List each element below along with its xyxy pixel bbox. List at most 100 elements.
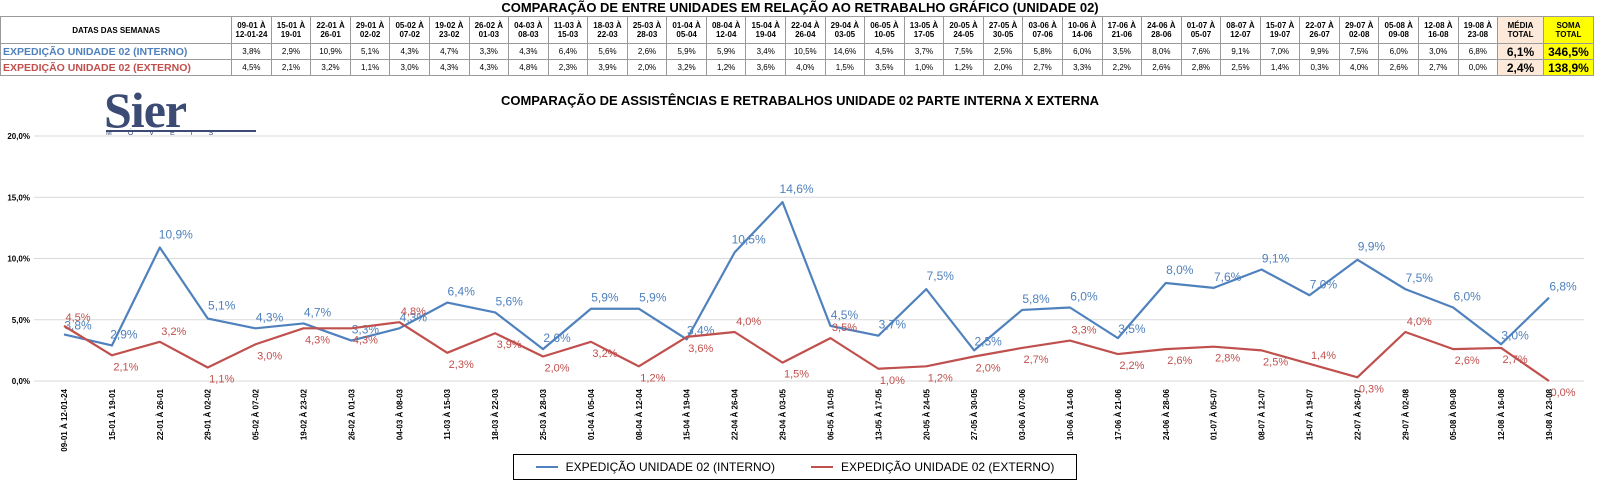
table-cell: 2,9% xyxy=(270,43,312,60)
legend-item-externo: EXPEDIÇÃO UNIDADE 02 (EXTERNO) xyxy=(811,460,1054,474)
table-cell: 4,3% xyxy=(468,59,510,76)
logo-word: Sier xyxy=(104,82,187,138)
data-label: 9,1% xyxy=(1262,252,1290,266)
data-label: 2,3% xyxy=(449,359,474,371)
table-cell: 2,8% xyxy=(1180,59,1222,76)
table-cell: 5,9% xyxy=(666,43,707,60)
x-tick-label: 15-01 À 19-01 xyxy=(108,388,117,440)
x-tick-label: 01-07 À 05-07 xyxy=(1210,388,1219,440)
table-cell: 8,0% xyxy=(1141,43,1182,60)
x-tick-label: 08-07 À 12-07 xyxy=(1258,388,1267,440)
x-tick-label: 15-07 À 19-07 xyxy=(1305,388,1314,440)
week-header: 09-01 À 12-01-24 xyxy=(231,16,272,44)
x-tick-label: 29-07 À 02-08 xyxy=(1401,388,1410,440)
week-header: 05-08 À 09-08 xyxy=(1378,16,1420,44)
data-label: 3,0% xyxy=(257,350,282,362)
x-tick-label: 19-08 À 23-08 xyxy=(1545,388,1554,440)
table-cell: 9,1% xyxy=(1220,43,1261,60)
series-line-externo xyxy=(63,321,1550,382)
chart-title: COMPARAÇÃO DE ASSISTÊNCIAS E RETRABALHOS… xyxy=(500,93,1100,108)
data-label: 7,5% xyxy=(927,269,955,283)
data-label: 1,2% xyxy=(640,372,665,384)
table-cell: 3,2% xyxy=(666,59,707,76)
table-cell: 2,5% xyxy=(982,43,1024,60)
data-label: 0,0% xyxy=(1550,387,1575,399)
data-label: 3,3% xyxy=(1071,325,1096,337)
x-tick-label: 13-05 À 17-05 xyxy=(874,388,883,440)
data-label: 2,6% xyxy=(543,331,571,345)
data-label: 6,0% xyxy=(1454,290,1482,304)
week-header: 25-03 À 28-03 xyxy=(626,16,668,44)
table-cell: 6,4% xyxy=(547,43,589,60)
table-cell: 7,6% xyxy=(1180,43,1222,60)
week-header: 11-03 À 15-03 xyxy=(547,16,589,44)
soma-header: SOMA TOTAL xyxy=(1542,16,1595,44)
table-cell: 4,3% xyxy=(508,43,549,60)
x-tick-label: 10-06 À 14-06 xyxy=(1066,388,1075,440)
week-header: 24-06 À 28-06 xyxy=(1141,16,1182,44)
soma-value: 346,5% xyxy=(1542,43,1595,60)
table-cell: 4,5% xyxy=(864,43,905,60)
data-label: 4,0% xyxy=(736,316,761,328)
table-cell: 9,9% xyxy=(1299,43,1340,60)
data-label: 2,0% xyxy=(976,363,1001,375)
table-cell: 4,0% xyxy=(1338,59,1380,76)
x-tick-label: 15-04 À 19-04 xyxy=(683,388,692,440)
table-cell: 6,0% xyxy=(1061,43,1103,60)
x-tick-label: 22-04 À 26-04 xyxy=(731,388,740,440)
table-cell: 4,3% xyxy=(389,43,430,60)
table-cell: 5,1% xyxy=(349,43,391,60)
table-row: EXPEDIÇÃO UNIDADE 02 (INTERNO) 3,8% 2,9% 10… xyxy=(0,43,1595,60)
table-cell: 3,0% xyxy=(389,59,430,76)
data-label: 7,0% xyxy=(1310,277,1338,291)
legend-label-interno: EXPEDIÇÃO UNIDADE 02 (INTERNO) xyxy=(565,460,775,474)
data-label: 2,0% xyxy=(544,363,569,375)
x-tick-label: 03-06 À 07-06 xyxy=(1018,388,1027,440)
x-tick-label: 22-01 À 26-01 xyxy=(156,388,165,440)
data-label: 7,5% xyxy=(1406,271,1434,285)
legend-item-interno: EXPEDIÇÃO UNIDADE 02 (INTERNO) xyxy=(535,460,775,474)
table-cell: 1,2% xyxy=(943,59,984,76)
table-cell: 5,9% xyxy=(705,43,747,60)
data-label: 2,1% xyxy=(113,361,138,373)
week-header: 06-05 À 10-05 xyxy=(864,16,905,44)
x-tick-label: 19-02 À 23-02 xyxy=(300,388,309,440)
data-label: 4,5% xyxy=(65,312,90,324)
week-header: 29-04 À 03-05 xyxy=(824,16,866,44)
data-label: 4,3% xyxy=(353,334,378,346)
y-tick-label: 0,0% xyxy=(12,377,30,386)
data-label: 2,2% xyxy=(1119,360,1144,372)
week-header: 12-08 À 16-08 xyxy=(1418,16,1459,44)
week-header: 22-07 À 26-07 xyxy=(1299,16,1340,44)
data-label: 14,6% xyxy=(780,182,814,196)
table-cell: 2,0% xyxy=(982,59,1024,76)
data-label: 3,5% xyxy=(1118,322,1146,336)
table-cell: 4,5% xyxy=(231,59,272,76)
table-cell: 2,7% xyxy=(1418,59,1459,76)
data-label: 2,5% xyxy=(1263,356,1288,368)
sier-logo: Sier MÓVEIS xyxy=(104,82,260,140)
data-label: 5,9% xyxy=(591,291,619,305)
week-header: 19-08 À 23-08 xyxy=(1457,16,1499,44)
table-cell: 2,0% xyxy=(626,59,668,76)
x-tick-label: 05-02 À 07-02 xyxy=(252,388,261,440)
x-tick-label: 29-01 À 02-02 xyxy=(204,388,213,440)
y-tick-label: 20,0% xyxy=(7,132,30,141)
x-tick-label: 20-05 À 24-05 xyxy=(922,388,931,440)
data-label: 1,2% xyxy=(928,372,953,384)
legend-swatch-interno xyxy=(535,466,558,468)
table-cell: 3,3% xyxy=(1061,59,1103,76)
logo-rule xyxy=(106,130,256,132)
table-cell: 3,6% xyxy=(745,59,787,76)
table-cell: 0,3% xyxy=(1299,59,1340,76)
legend-swatch-externo xyxy=(811,466,833,468)
data-label: 3,8% xyxy=(64,318,92,332)
data-label: 4,3% xyxy=(400,310,428,324)
x-tick-label: 26-02 À 01-03 xyxy=(347,388,356,440)
table-cell: 4,0% xyxy=(785,59,826,76)
y-tick-label: 5,0% xyxy=(12,316,30,325)
logo-subtitle: MÓVEIS xyxy=(106,130,230,137)
table-cell: 3,9% xyxy=(587,59,628,76)
x-tick-label: 01-04 À 05-04 xyxy=(587,388,596,440)
media-value: 6,1% xyxy=(1497,43,1544,60)
